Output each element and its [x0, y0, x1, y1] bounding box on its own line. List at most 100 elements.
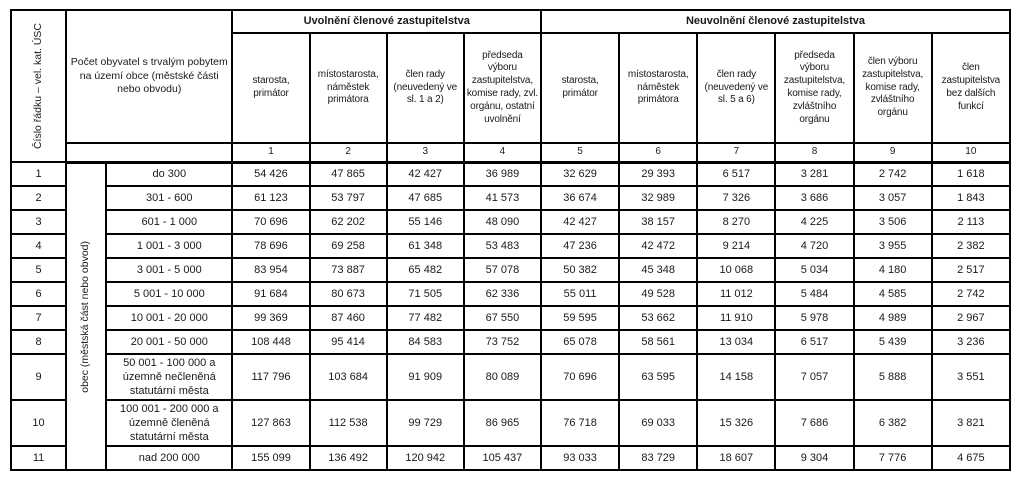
salary-value: 61 348: [385, 233, 465, 259]
salary-value: 2 742: [930, 281, 1012, 307]
salary-value: 14 158: [696, 352, 777, 402]
salary-value: 69 033: [618, 399, 699, 448]
salary-value: 120 942: [385, 445, 465, 472]
salary-value: 95 414: [308, 329, 388, 355]
row-group-cell: obec (městská část nebo obvod): [65, 160, 108, 472]
salary-value: 5 484: [774, 281, 855, 307]
column-number-7: 7: [696, 142, 777, 164]
population-category: 301 - 600: [105, 185, 234, 211]
salary-value: 67 550: [462, 305, 543, 331]
salary-value: 91 909: [385, 352, 465, 402]
section-header-uvolneni: Uvolnění členové zastupitelstva: [231, 9, 542, 34]
population-header-cell: Počet obyvatel s trvalým pobytem na územ…: [65, 9, 234, 144]
salary-value: 5 034: [774, 257, 855, 283]
salary-value: 42 427: [539, 209, 621, 235]
row-number: 7: [9, 305, 68, 331]
column-header-2: místostarosta, náměstek primátora: [308, 32, 388, 144]
salary-value: 2 113: [930, 209, 1012, 235]
column-header-5: starosta, primátor: [539, 32, 621, 144]
salary-value: 41 573: [462, 185, 543, 211]
row-number: 2: [9, 185, 68, 211]
row-number: 6: [9, 281, 68, 307]
row-number: 5: [9, 257, 68, 283]
salary-value: 76 718: [539, 399, 621, 448]
salary-value: 3 821: [930, 399, 1012, 448]
column-header-1: starosta, primátor: [231, 32, 311, 144]
column-number-3: 3: [385, 142, 465, 164]
table-row: 10 100 001 - 200 000 a územně členěná sta…: [9, 399, 1012, 448]
population-category: do 300: [105, 161, 234, 187]
table-row: 3 601 - 1 000 70 696 62 202 55 146 48 090 42 4…: [9, 209, 1012, 235]
salary-value: 7 686: [774, 399, 855, 448]
column-header-9: člen výboru zastupitelstva, komise rady,…: [852, 32, 933, 144]
salary-value: 127 863: [231, 399, 311, 448]
salary-value: 38 157: [618, 209, 699, 235]
salary-value: 65 482: [385, 257, 465, 283]
salary-value: 11 012: [696, 281, 777, 307]
salary-value: 9 304: [774, 445, 855, 472]
row-group-label: obec (městská část nebo obvod): [79, 240, 92, 393]
population-category: 601 - 1 000: [105, 209, 234, 235]
row-number: 9: [9, 352, 68, 402]
salary-value: 18 607: [696, 445, 777, 472]
row-number: 10: [9, 399, 68, 448]
salary-value: 2 742: [852, 161, 933, 187]
document-page: Číslo řádku – vel. kat. ÚSC Počet obyvat…: [9, 9, 1012, 472]
salary-value: 58 561: [618, 329, 699, 355]
salary-value: 1 843: [930, 185, 1012, 211]
salary-value: 32 989: [618, 185, 699, 211]
row-number: 4: [9, 233, 68, 259]
salary-value: 4 180: [852, 257, 933, 283]
salary-value: 87 460: [308, 305, 388, 331]
salary-value: 50 382: [539, 257, 621, 283]
salary-value: 29 393: [618, 161, 699, 187]
salary-value: 69 258: [308, 233, 388, 259]
salary-value: 15 326: [696, 399, 777, 448]
salary-value: 117 796: [231, 352, 311, 402]
salary-value: 99 729: [385, 399, 465, 448]
salary-value: 3 551: [930, 352, 1012, 402]
salary-value: 42 427: [385, 161, 465, 187]
salary-value: 86 965: [462, 399, 543, 448]
row-number: 11: [9, 445, 68, 472]
table-row: 7 10 001 - 20 000 99 369 87 460 77 482 67 550…: [9, 305, 1012, 331]
salary-value: 47 236: [539, 233, 621, 259]
column-header-7: člen rady (neuvedený ve sl. 5 a 6): [696, 32, 777, 144]
column-header-8: předseda výboru zastupitelstva, komise r…: [774, 32, 855, 144]
salary-value: 53 797: [308, 185, 388, 211]
salary-value: 45 348: [618, 257, 699, 283]
salary-value: 4 225: [774, 209, 855, 235]
salary-value: 112 538: [308, 399, 388, 448]
column-number-1: 1: [231, 142, 311, 164]
salary-value: 49 528: [618, 281, 699, 307]
table-body: 1 obec (městská část nebo obvod) do 300 5 4 …: [9, 160, 1012, 472]
section-header-row: Číslo řádku – vel. kat. ÚSC Počet obyvat…: [9, 9, 1011, 163]
row-number: 1: [9, 161, 68, 187]
salary-value: 2 382: [930, 233, 1012, 259]
salary-value: 36 674: [539, 185, 621, 211]
salary-value: 73 887: [308, 257, 388, 283]
table-row: 2 301 - 600 61 123 53 797 47 685 41 573 36 674…: [9, 185, 1012, 211]
salary-value: 13 034: [696, 329, 777, 355]
column-number-9: 9: [852, 142, 933, 164]
salary-value: 4 720: [774, 233, 855, 259]
salary-value: 99 369: [231, 305, 311, 331]
salary-value: 48 090: [462, 209, 543, 235]
salary-value: 2 517: [930, 257, 1012, 283]
salary-value: 3 057: [852, 185, 933, 211]
salary-value: 6 517: [774, 329, 855, 355]
salary-value: 10 068: [696, 257, 777, 283]
salary-value: 7 326: [696, 185, 777, 211]
salary-value: 73 752: [462, 329, 543, 355]
salary-value: 5 439: [852, 329, 933, 355]
salary-value: 7 776: [852, 445, 933, 472]
column-number-2: 2: [308, 142, 388, 164]
salary-value: 59 595: [539, 305, 621, 331]
salary-value: 55 146: [385, 209, 465, 235]
section-header-neuvolneni: Neuvolnění členové zastupitelstva: [540, 9, 1011, 34]
salary-value: 70 696: [539, 352, 621, 402]
salary-table: Číslo řádku – vel. kat. ÚSC Počet obyvat…: [9, 9, 1012, 472]
salary-value: 61 123: [231, 185, 311, 211]
salary-value: 62 336: [462, 281, 543, 307]
